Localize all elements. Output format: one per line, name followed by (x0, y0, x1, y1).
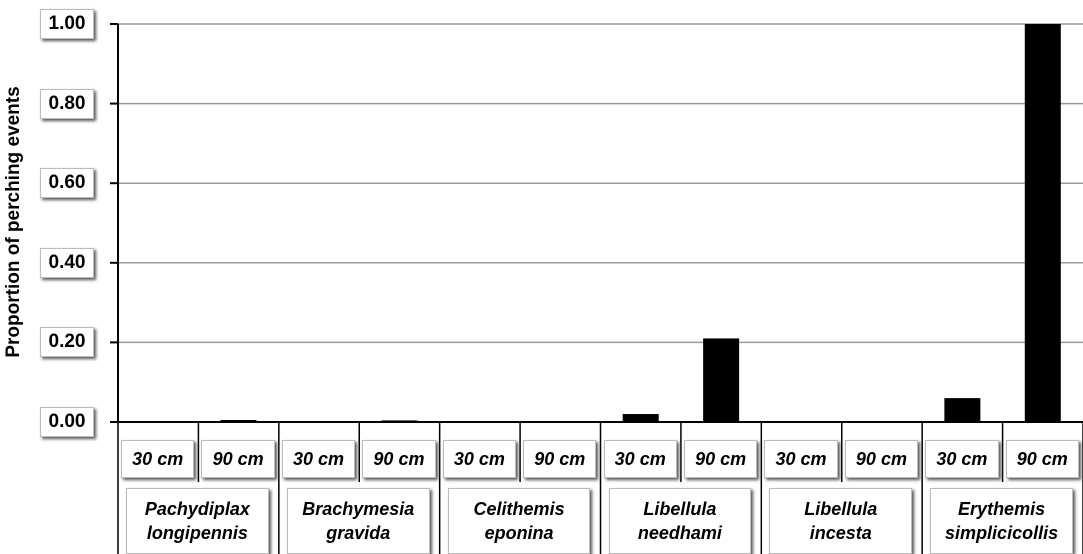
x-tick-label: 30 cm (925, 440, 999, 478)
x-tick-label: 30 cm (121, 440, 195, 478)
x-tick-label: 30 cm (281, 440, 356, 478)
y-tick-label: 0.80 (40, 88, 94, 119)
bar (622, 414, 659, 422)
group-label: Celithemis eponina (447, 488, 591, 554)
bar (381, 420, 418, 422)
bar (703, 338, 740, 422)
group-label: Pachydiplax longipennis (126, 488, 269, 554)
y-tick-label: 0.20 (40, 327, 94, 358)
x-tick-label: 90 cm (1005, 440, 1079, 478)
group-label: Libellula incesta (769, 488, 913, 554)
x-tick-label: 30 cm (764, 440, 838, 478)
x-tick-label: 30 cm (603, 440, 677, 478)
x-tick-label: 90 cm (683, 440, 758, 478)
group-label: Brachymesia gravida (286, 488, 430, 554)
bar (1024, 24, 1061, 422)
y-axis-label: Proportion of perching events (3, 86, 24, 358)
x-tick-label: 30 cm (442, 440, 517, 478)
bar (944, 398, 981, 422)
y-tick-label: 0.60 (40, 168, 94, 199)
x-tick-label: 90 cm (201, 440, 275, 478)
y-tick-label: 1.00 (40, 9, 94, 39)
y-tick-label: 0.00 (40, 407, 94, 437)
y-tick-label: 0.40 (40, 247, 94, 278)
bar (220, 420, 257, 422)
group-label: Erythemis simplicicollis (930, 488, 1073, 554)
x-tick-label: 90 cm (523, 440, 597, 478)
x-tick-label: 90 cm (362, 440, 436, 478)
group-label: Libellula needhami (608, 488, 752, 554)
x-tick-label: 90 cm (844, 440, 919, 478)
